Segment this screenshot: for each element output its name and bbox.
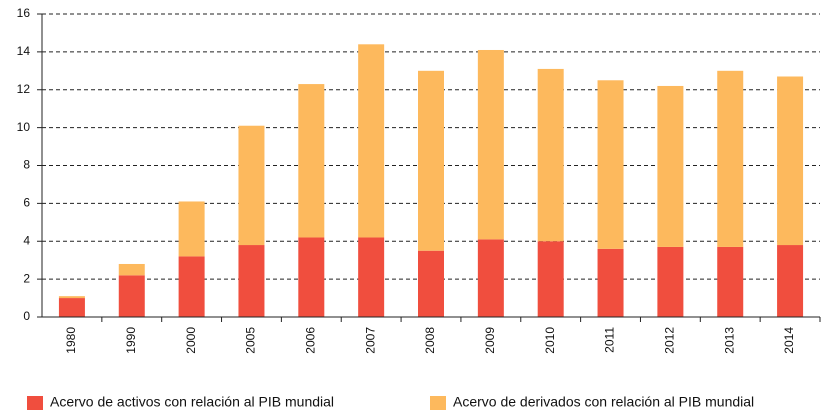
bar-segment [777, 76, 804, 246]
x-tick-label: 2010 [543, 327, 557, 354]
y-tick-label: 4 [23, 233, 30, 247]
bar-segment [178, 201, 205, 257]
bar-segment [298, 84, 325, 238]
x-tick-label: 2005 [244, 327, 258, 354]
x-tick-label: 2012 [663, 327, 677, 354]
x-tick-label: 2007 [363, 327, 377, 354]
bar-segment [597, 248, 624, 317]
y-tick-label: 14 [17, 44, 31, 58]
y-tick-label: 12 [17, 82, 31, 96]
bar-segment [597, 80, 624, 249]
x-tick-label: 2013 [722, 327, 736, 354]
x-tick-label: 2008 [423, 327, 437, 354]
bar-segment [58, 298, 85, 317]
y-tick-label: 8 [23, 158, 30, 172]
bar-segment [58, 296, 85, 299]
bar-segment [118, 263, 145, 276]
bar-segment [418, 70, 444, 251]
bar-segment [657, 85, 684, 247]
x-tick-label: 1990 [124, 327, 138, 354]
bar-segment [238, 125, 265, 246]
bar-segment [717, 246, 744, 317]
bar-segment [777, 245, 804, 317]
bar-segment [298, 237, 325, 317]
bar-segment [238, 245, 265, 317]
bar-segment [418, 250, 444, 317]
bar-segment [118, 275, 145, 317]
y-tick-label: 16 [17, 6, 31, 20]
x-tick-label: 2009 [483, 327, 497, 354]
bar-segment [537, 241, 564, 317]
y-tick-label: 10 [17, 120, 31, 134]
legend-swatch [27, 396, 43, 410]
bar-segment [717, 70, 744, 247]
bar-segment [477, 49, 504, 240]
bar-segment [358, 44, 385, 238]
y-tick-label: 2 [23, 271, 30, 285]
bar-segment [178, 256, 205, 317]
x-tick-label: 2011 [603, 327, 617, 353]
x-tick-label: 2014 [782, 327, 796, 354]
x-tick-label: 2006 [303, 327, 317, 354]
legend-label: Acervo de activos con relación al PIB mu… [50, 394, 334, 410]
bar-segment [358, 237, 385, 317]
x-tick-label: 2000 [184, 327, 198, 354]
legend-label: Acervo de derivados con relación al PIB … [453, 394, 754, 410]
x-tick-label: 1980 [64, 327, 78, 354]
y-tick-label: 6 [23, 196, 30, 210]
bar-segment [657, 246, 684, 317]
y-tick-label: 0 [23, 309, 30, 323]
bar-segment [477, 239, 504, 317]
legend-swatch [430, 396, 446, 410]
bar-segment [537, 68, 564, 242]
